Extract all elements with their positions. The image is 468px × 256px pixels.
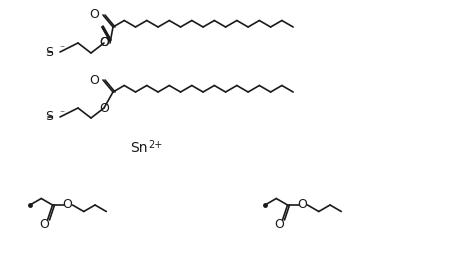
- Text: O: O: [63, 198, 73, 211]
- Text: O: O: [99, 37, 109, 49]
- Text: O: O: [298, 198, 307, 211]
- Text: O: O: [40, 219, 50, 231]
- Text: O: O: [99, 101, 109, 114]
- Text: ⁻: ⁻: [59, 109, 64, 119]
- Text: O: O: [275, 219, 285, 231]
- Text: O: O: [89, 8, 99, 22]
- Text: O: O: [89, 73, 99, 87]
- Text: ⁻: ⁻: [59, 44, 64, 54]
- Text: S: S: [45, 111, 53, 123]
- Text: Sn: Sn: [130, 141, 147, 155]
- Text: O: O: [99, 37, 109, 49]
- Text: 2+: 2+: [148, 140, 162, 150]
- Text: S: S: [45, 46, 53, 59]
